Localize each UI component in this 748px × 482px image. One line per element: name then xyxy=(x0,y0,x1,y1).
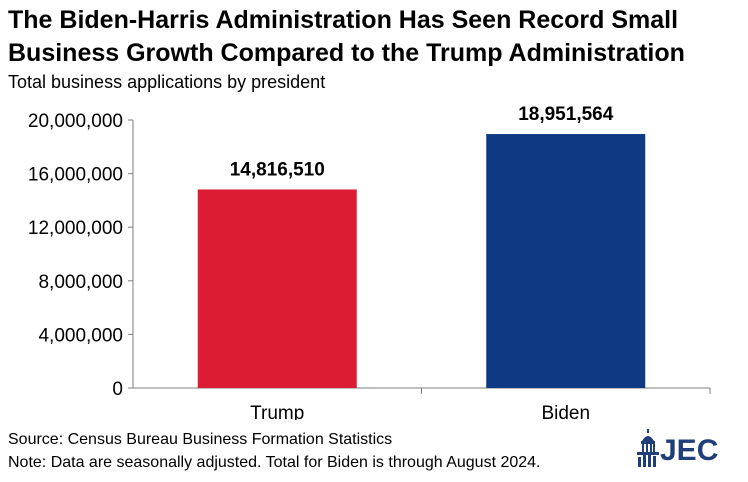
source-note: Source: Census Bureau Business Formation… xyxy=(8,431,393,448)
data-label: 14,816,510 xyxy=(230,159,325,180)
y-tick-label: 4,000,000 xyxy=(38,325,123,346)
y-tick-label: 20,000,000 xyxy=(28,111,123,132)
x-tick-label: Biden xyxy=(541,403,590,420)
y-tick-label: 12,000,000 xyxy=(28,218,123,239)
chart-subtitle: Total business applications by president xyxy=(8,72,326,92)
data-note: Note: Data are seasonally adjusted. Tota… xyxy=(8,454,541,471)
y-tick-label: 8,000,000 xyxy=(38,272,123,293)
capitol-dome-icon xyxy=(637,429,659,467)
bar-biden xyxy=(486,134,646,388)
chart-title-line-1: The Biden-Harris Administration Has Seen… xyxy=(8,6,679,34)
bar-chart: 0 4,000,000 8,000,000 12,000,000 16,000,000 2… xyxy=(28,104,711,420)
chart-title-line-2: Business Growth Compared to the Trump Ad… xyxy=(8,39,685,67)
bar-trump xyxy=(197,189,357,388)
y-tick-label: 16,000,000 xyxy=(28,165,123,186)
chart-title: The Biden-Harris Administration Has Seen… xyxy=(8,4,738,70)
data-label: 18,951,564 xyxy=(518,104,614,125)
y-tick-label: 0 xyxy=(112,379,123,400)
x-tick-label: Trump xyxy=(250,403,304,420)
jec-logo-text: JEC xyxy=(660,434,719,467)
